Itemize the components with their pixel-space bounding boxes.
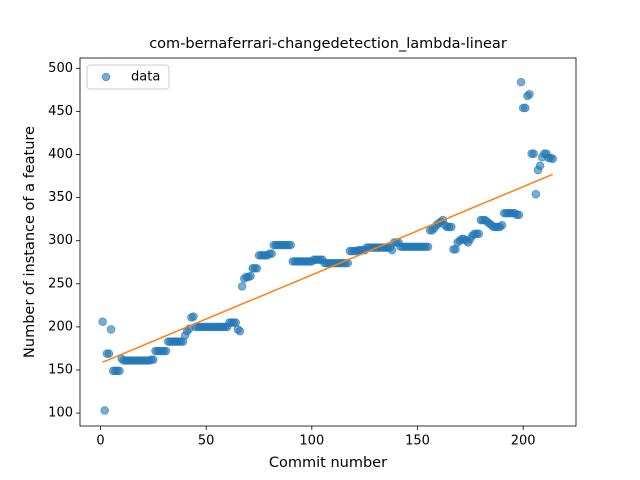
y-tick-label: 500 bbox=[48, 61, 73, 76]
data-point bbox=[520, 103, 530, 113]
x-tick-label: 0 bbox=[96, 434, 104, 449]
data-point bbox=[497, 220, 507, 230]
fit-line bbox=[102, 173, 554, 363]
data-point bbox=[514, 210, 524, 220]
y-tick-label: 300 bbox=[48, 233, 73, 248]
data-point bbox=[246, 271, 255, 281]
data-point bbox=[267, 249, 276, 258]
y-tick-label: 100 bbox=[48, 406, 73, 421]
y-axis-label: Number of instance of a feature bbox=[22, 126, 38, 358]
legend-box bbox=[86, 64, 170, 90]
data-point bbox=[100, 406, 110, 415]
y-tick-label: 350 bbox=[48, 190, 73, 205]
data-point bbox=[161, 346, 171, 356]
x-tick-label: 100 bbox=[299, 434, 324, 449]
legend-marker bbox=[101, 72, 111, 82]
x-tick-label: 150 bbox=[405, 434, 430, 449]
x-tick-label: 50 bbox=[198, 434, 215, 449]
data-point bbox=[474, 229, 484, 239]
data-point bbox=[189, 312, 198, 321]
data-point bbox=[104, 349, 114, 358]
x-axis-label: Commit number bbox=[269, 455, 387, 471]
data-point bbox=[149, 355, 158, 364]
data-point bbox=[447, 222, 456, 232]
data-point bbox=[548, 154, 558, 164]
data-point bbox=[286, 240, 295, 250]
data-point bbox=[525, 89, 534, 99]
y-tick-label: 250 bbox=[48, 276, 73, 291]
legend-label: data bbox=[131, 70, 160, 85]
data-point bbox=[106, 325, 116, 334]
data-point bbox=[98, 317, 107, 327]
y-tick-label: 450 bbox=[48, 104, 73, 119]
data-point bbox=[235, 326, 245, 336]
data-point bbox=[535, 161, 545, 171]
data-point bbox=[423, 242, 433, 252]
y-tick-label: 200 bbox=[48, 319, 73, 334]
data-point bbox=[252, 263, 262, 273]
data-point bbox=[516, 77, 526, 87]
data-point bbox=[387, 245, 397, 255]
data-point bbox=[529, 149, 539, 158]
axes-frame bbox=[79, 57, 577, 427]
data-point bbox=[115, 366, 124, 376]
chart-title: com-bernaferrari-changedetection_lambda-… bbox=[149, 36, 507, 52]
x-tick-label: 200 bbox=[511, 434, 536, 449]
y-tick-label: 400 bbox=[48, 147, 73, 162]
data-point bbox=[531, 189, 541, 199]
data-point bbox=[237, 282, 247, 291]
y-tick-label: 150 bbox=[48, 362, 73, 377]
